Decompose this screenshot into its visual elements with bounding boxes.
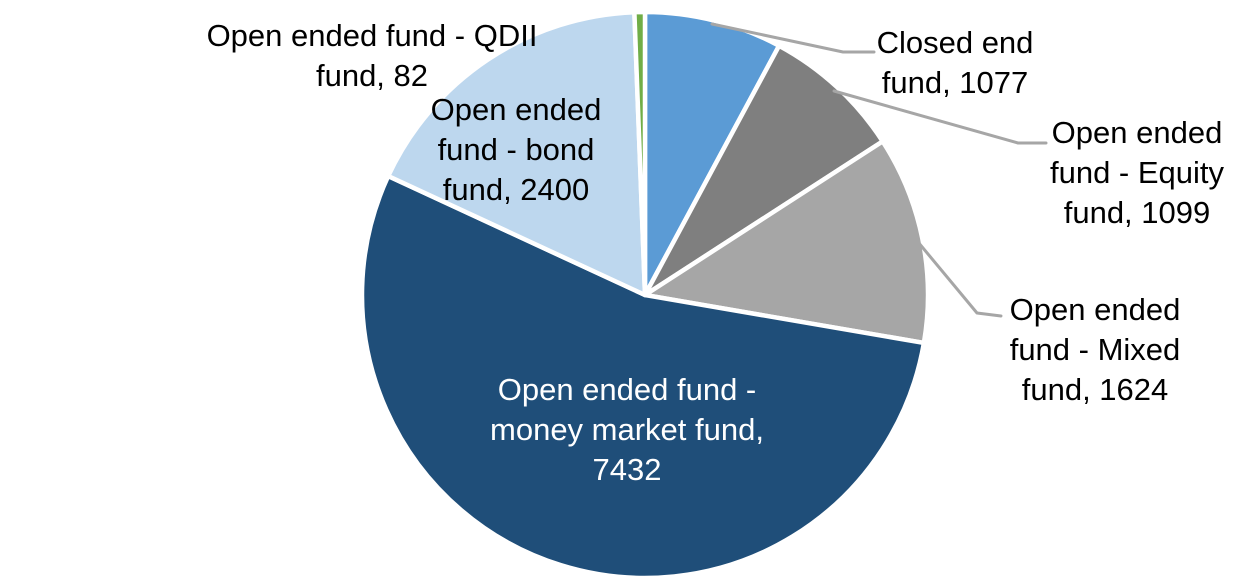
leader-line-closed-end-fund <box>710 22 876 54</box>
pie-slice-closed-end-fund <box>642 9 782 298</box>
data-label-qdii-fund: Open ended fund - QDII fund, 82 <box>206 18 538 93</box>
data-label-equity-fund: Open ended fund - Equity fund, 1099 <box>1049 115 1225 230</box>
pie-slices-group <box>359 9 931 581</box>
data-label-money-market-fund: Open ended fund - money market fund, 743… <box>490 372 764 487</box>
pie-slice-open-ended-fund-equity-fund <box>642 43 885 298</box>
data-label-closed-end-fund: Closed end fund, 1077 <box>876 25 1034 100</box>
data-label-mixed-fund: Open ended fund - Mixed fund, 1624 <box>1009 292 1181 407</box>
pie-slice-open-ended-fund-qdii-fund <box>632 9 648 298</box>
data-label-bond-fund: Open ended fund - bond fund, 2400 <box>430 92 602 207</box>
pie-slice-open-ended-fund-money-market-fund <box>359 173 927 581</box>
leader-line-mixed-fund <box>916 240 1003 318</box>
pie-slice-open-ended-fund-bond-fund <box>385 9 648 298</box>
leader-line-equity-fund <box>832 89 1048 145</box>
pie-slice-open-ended-fund-mixed-fund <box>642 139 931 346</box>
